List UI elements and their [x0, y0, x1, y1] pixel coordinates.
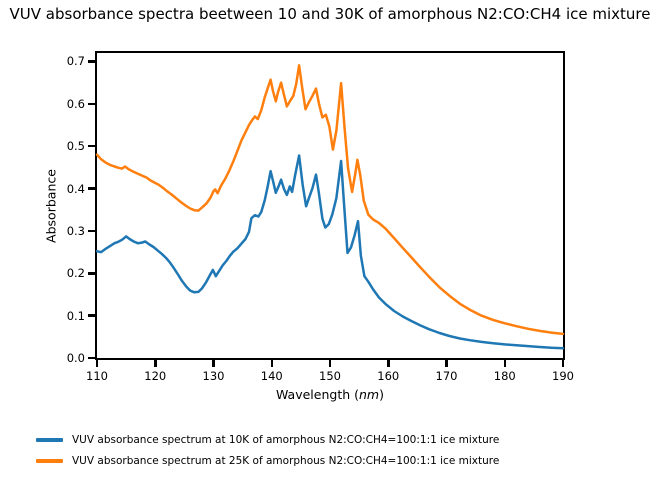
legend-line-sample: [36, 458, 63, 463]
legend-item-25k: VUV absorbance spectrum at 25K of amorph…: [36, 450, 499, 471]
x-tick-label: 140: [260, 369, 283, 383]
y-axis-label: Absorbance: [43, 169, 59, 243]
y-tick-label: 0.5: [66, 139, 85, 154]
y-tick-label: 0.3: [66, 223, 85, 238]
y-tick-label: 0.7: [66, 54, 85, 69]
y-tick-mark: [88, 102, 95, 106]
legend: VUV absorbance spectrum at 10K of amorph…: [36, 429, 499, 471]
y-tick-mark: [88, 314, 95, 317]
x-tick-label: 190: [552, 369, 574, 383]
x-tick-mark: [561, 360, 565, 367]
x-tick-mark: [95, 360, 99, 367]
x-axis-label-unit: nm: [359, 387, 380, 402]
y-tick-mark: [88, 187, 95, 190]
y-tick-mark: [88, 60, 95, 63]
series-line-25k: [95, 64, 565, 336]
legend-label-10k: VUV absorbance spectrum at 10K of amorph…: [72, 433, 500, 446]
y-tick-mark: [88, 144, 95, 148]
x-tick-label: 180: [493, 369, 516, 383]
x-tick-mark: [328, 360, 332, 367]
x-tick-mark: [154, 360, 157, 367]
plot-area-svg: [95, 64, 565, 350]
y-tick-label: 0.6: [66, 96, 85, 111]
y-tick-mark: [88, 229, 95, 233]
x-axis-label: Wavelength (nm): [230, 387, 430, 402]
x-tick-mark: [212, 360, 215, 367]
legend-label-25k: VUV absorbance spectrum at 25K of amorph…: [72, 454, 500, 467]
x-tick-label: 120: [144, 369, 167, 383]
x-tick-label: 160: [377, 369, 400, 383]
y-tick-mark: [88, 272, 95, 275]
y-tick-label: 0.4: [66, 181, 85, 196]
plot-frame: [95, 51, 565, 360]
chart-title: VUV absorbance spectra beetween 10 and 3…: [9, 5, 651, 23]
x-tick-label: 130: [202, 369, 225, 383]
y-tick-label: 0.2: [66, 266, 85, 281]
x-tick-label: 110: [86, 369, 108, 383]
series-line-10k: [95, 154, 565, 350]
legend-line-sample: [36, 437, 63, 442]
x-tick-mark: [387, 360, 390, 367]
legend-item-10k: VUV absorbance spectrum at 10K of amorph…: [36, 429, 499, 450]
x-tick-mark: [503, 360, 506, 367]
x-axis-label-close: ): [379, 387, 384, 402]
y-tick-mark: [88, 356, 95, 360]
x-tick-label: 150: [319, 369, 341, 383]
y-tick-label: 0.1: [66, 308, 85, 323]
y-tick-label: 0.0: [66, 351, 85, 365]
x-axis-label-text: Wavelength (: [275, 387, 359, 402]
x-tick-mark: [445, 360, 448, 367]
x-tick-mark: [270, 360, 273, 367]
x-tick-label: 170: [435, 369, 458, 383]
